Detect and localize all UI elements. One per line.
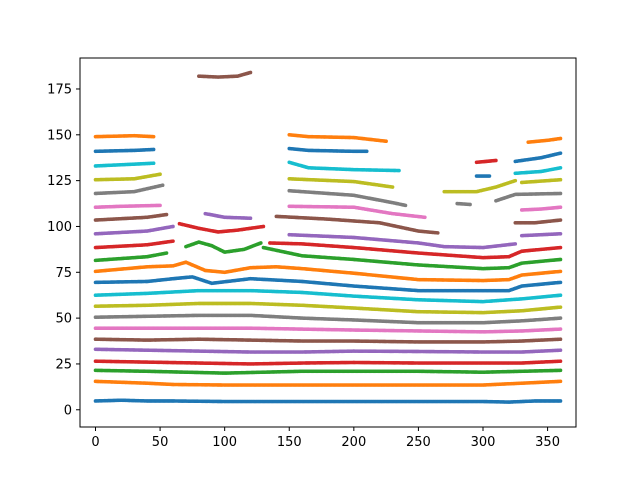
data-point: [558, 316, 563, 320]
series-8: [93, 301, 563, 315]
data-point: [259, 241, 263, 245]
series-0: [93, 398, 563, 404]
series-4: [93, 347, 563, 354]
series-1: [93, 379, 563, 387]
series-10: [93, 275, 563, 293]
data-point: [558, 293, 563, 298]
data-point: [558, 257, 563, 262]
data-point: [558, 399, 563, 403]
series-6: [93, 326, 563, 334]
data-point: [558, 379, 563, 384]
data-point: [558, 359, 563, 363]
data-point: [261, 224, 266, 229]
series-3: [93, 359, 563, 366]
series-5: [93, 337, 563, 344]
data-point: [558, 337, 563, 342]
data-point: [171, 239, 175, 243]
data-point: [164, 251, 169, 255]
data-point: [558, 269, 563, 274]
data-point: [558, 305, 563, 309]
plot-marks: [93, 70, 563, 404]
series-2: [93, 368, 563, 375]
data-point: [558, 348, 563, 352]
series-7: [93, 313, 563, 325]
data-point: [558, 327, 563, 331]
data-point: [558, 368, 563, 373]
data-point: [558, 280, 563, 285]
